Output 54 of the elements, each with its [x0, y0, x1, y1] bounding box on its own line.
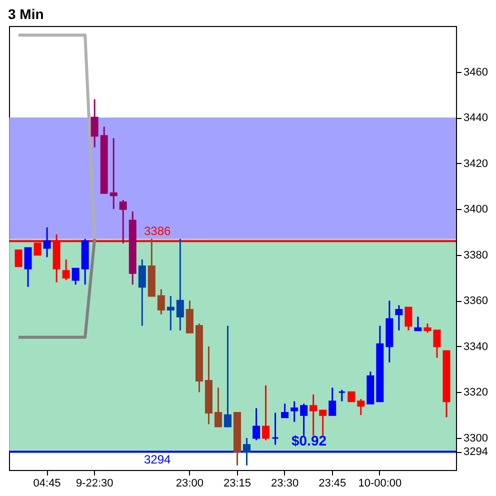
candlestick	[290, 400, 298, 423]
candlestick	[119, 199, 127, 244]
candlestick	[43, 226, 51, 258]
candlestick	[404, 306, 412, 332]
y-tick-label: 3360	[464, 295, 488, 308]
y-tick-label: 3440	[464, 112, 488, 124]
candlestick	[272, 412, 280, 446]
x-tick-label: 23:45	[318, 478, 346, 490]
candlestick	[138, 258, 146, 327]
x-tick-label: 23:30	[271, 478, 299, 490]
candlestick	[338, 389, 346, 402]
y-tick-label: 3294	[464, 446, 488, 458]
candlestick	[310, 394, 318, 436]
candlestick	[357, 398, 365, 416]
x-tick-label: 9-22:30	[76, 478, 114, 490]
ref-line-label: 3294	[144, 452, 172, 467]
y-tick-label: 3400	[464, 204, 488, 216]
candlestick	[348, 391, 356, 402]
candlestick	[395, 304, 403, 332]
candlestick	[166, 295, 174, 332]
candlestick	[90, 98, 98, 148]
x-tick-label: 04:45	[33, 478, 61, 490]
candlestick	[186, 300, 194, 334]
candlestick	[24, 247, 32, 288]
candlestick	[328, 386, 336, 416]
candlestick	[214, 386, 222, 428]
candlestick	[319, 410, 327, 436]
x-tick-label: 23:00	[176, 478, 204, 490]
y-tick-label: 3380	[464, 249, 488, 262]
candlestick	[224, 325, 232, 428]
candlestick	[252, 407, 260, 441]
candlestick	[281, 402, 289, 418]
y-tick-label: 3300	[464, 432, 488, 444]
candlestick	[110, 137, 118, 210]
chart-title: 3 Min	[8, 6, 44, 22]
candlestick	[14, 250, 22, 268]
y-tick-label: 3340	[464, 340, 488, 353]
x-tick-label: 10-00:00	[358, 478, 402, 490]
x-tick-label: 23:15	[223, 478, 252, 490]
candlestick	[243, 437, 251, 466]
candlestick	[433, 330, 441, 359]
annotation: $0.92	[291, 432, 327, 449]
candlestick	[414, 316, 422, 332]
candlestick	[300, 402, 308, 436]
candlestick	[262, 384, 270, 441]
y-tick-label: 3420	[464, 158, 488, 170]
ref-line-label: 3386	[144, 224, 172, 238]
y-tick-label: 3320	[464, 386, 488, 399]
y-tick-label: 3460	[464, 66, 488, 78]
candlestick	[62, 258, 70, 281]
candlestick	[157, 288, 165, 316]
candlestick	[424, 322, 432, 334]
candlestick	[176, 238, 184, 332]
candlestick	[72, 268, 80, 286]
